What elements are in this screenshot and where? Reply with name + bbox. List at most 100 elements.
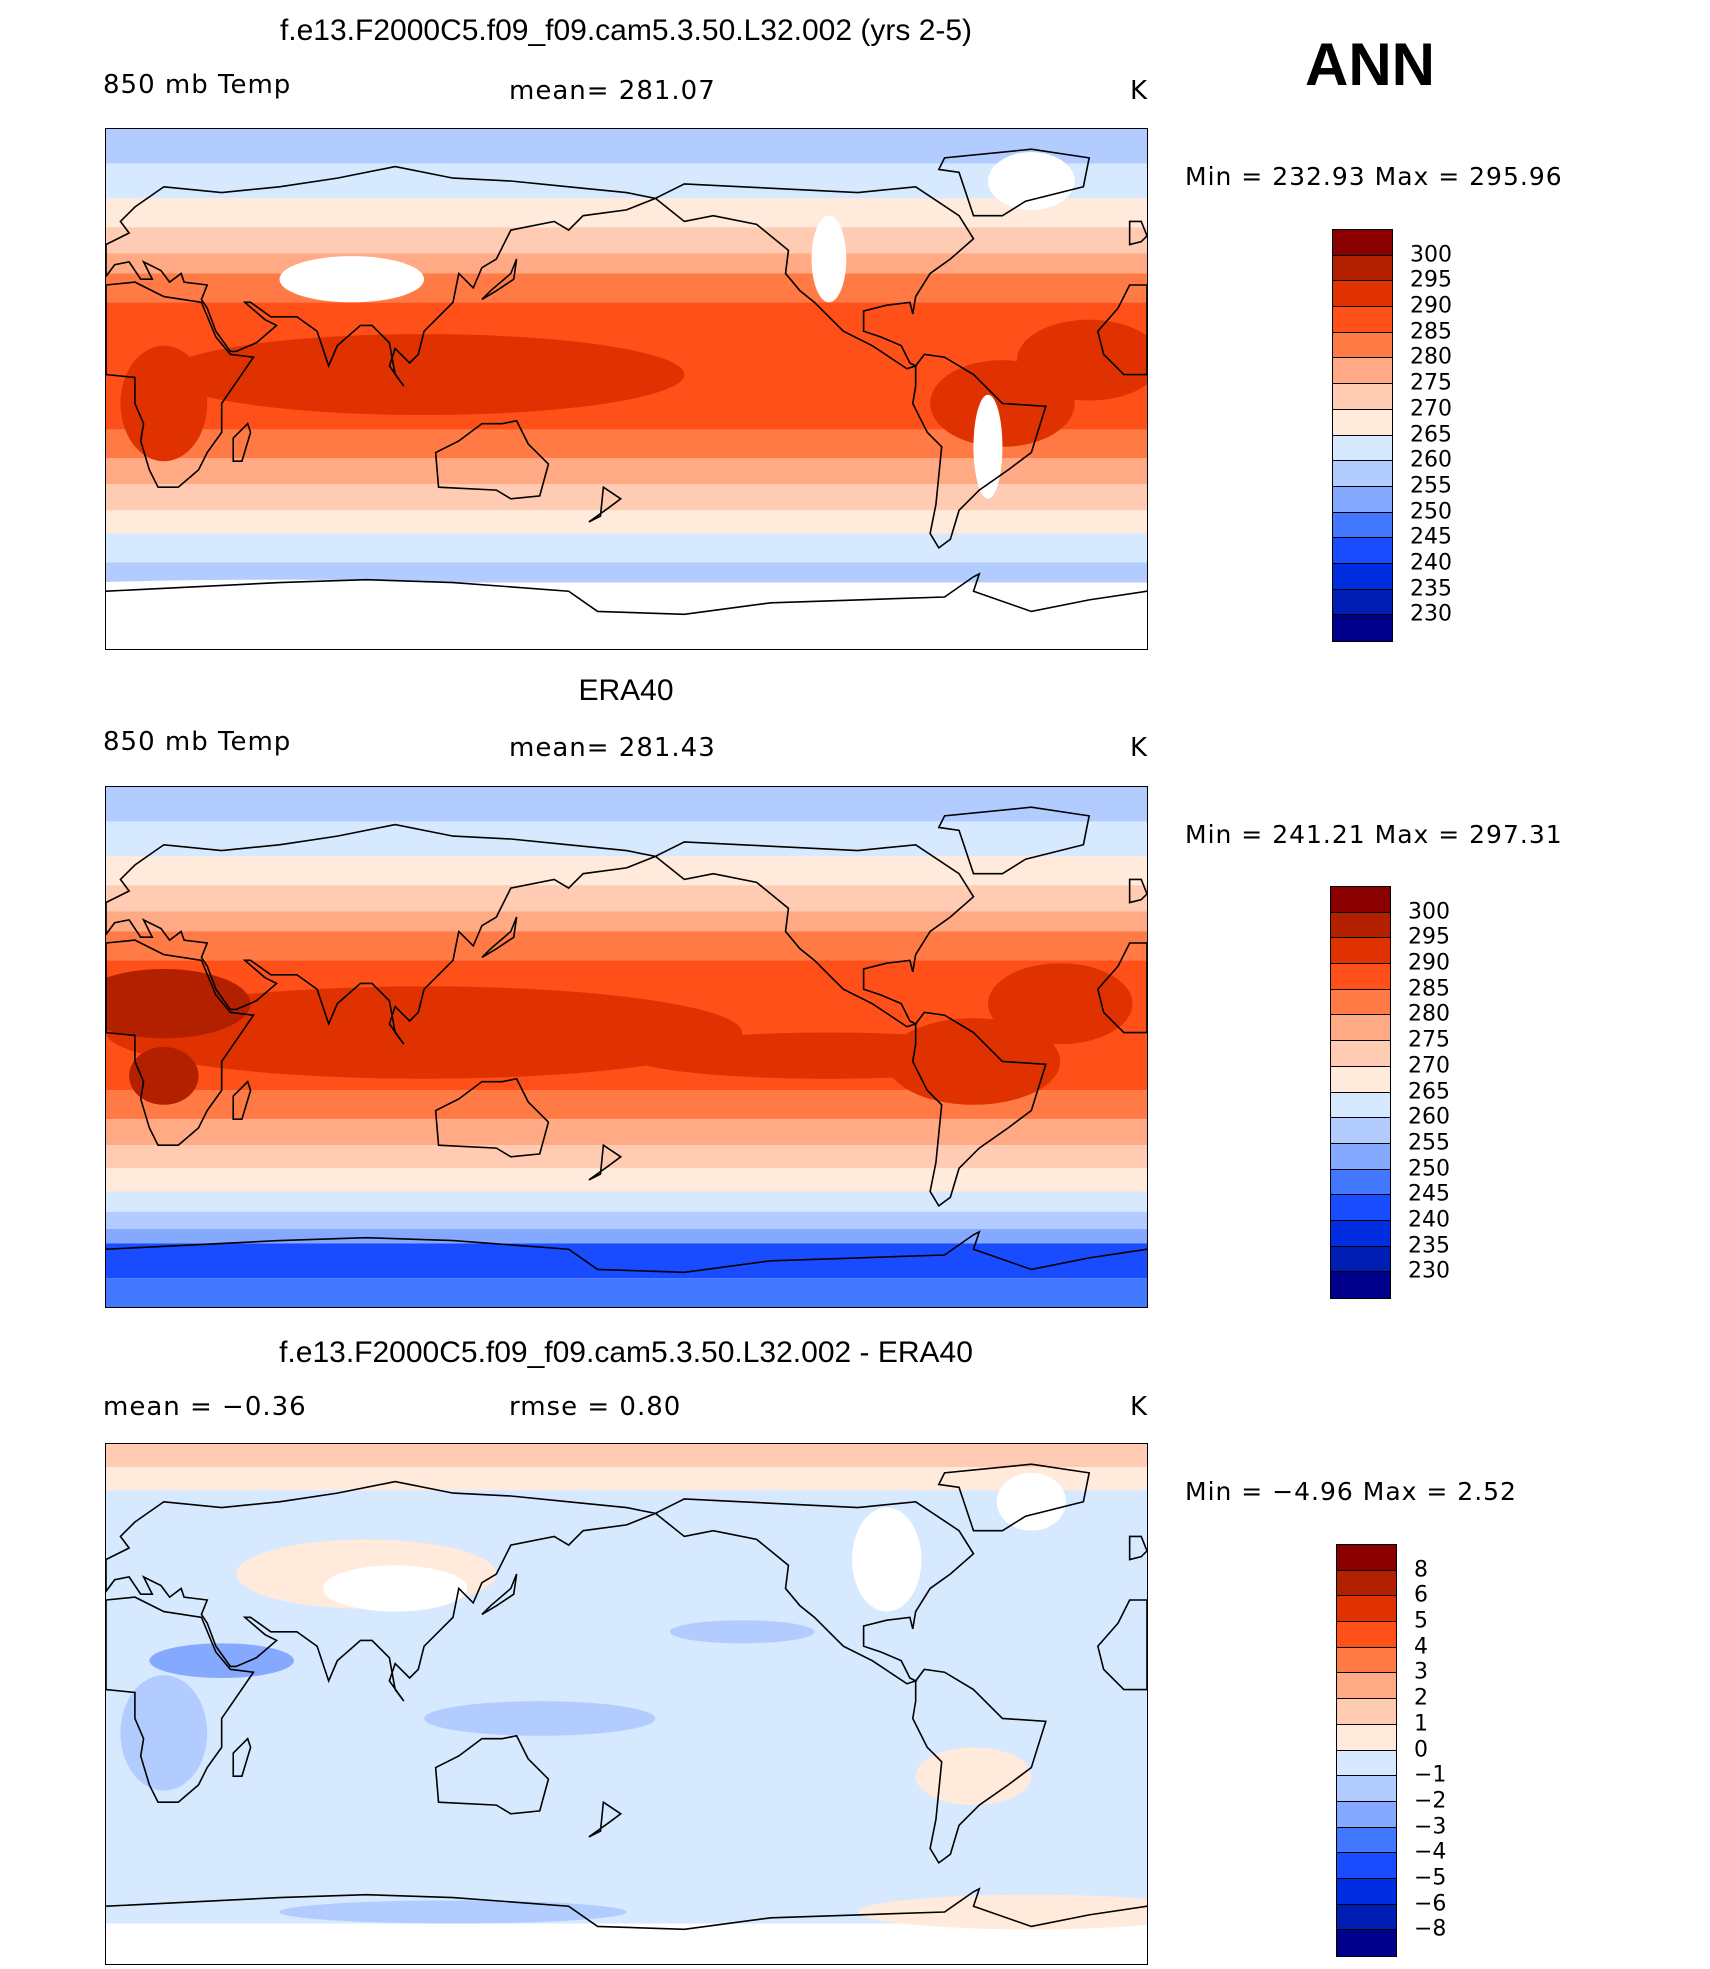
- colorbar-label: 295: [1408, 924, 1450, 950]
- colorbar-box: [1330, 1014, 1391, 1042]
- panel-3-units: K: [1130, 1392, 1149, 1422]
- colorbar-box: [1336, 1852, 1397, 1880]
- colorbar-label: 290: [1408, 950, 1450, 976]
- colorbar-label: 250: [1410, 499, 1452, 525]
- colorbar-label: 280: [1410, 344, 1452, 370]
- panel-1-title: f.e13.F2000C5.f09_f09.cam5.3.50.L32.002 …: [279, 14, 973, 47]
- colorbar-label: 300: [1410, 242, 1452, 268]
- colorbar-label: 5: [1414, 1608, 1428, 1634]
- contour-band: [106, 227, 1147, 254]
- contour-band: [106, 1467, 1147, 1491]
- panel-3-title: f.e13.F2000C5.f09_f09.cam5.3.50.L32.002 …: [279, 1336, 973, 1369]
- coastline: [106, 940, 253, 1145]
- contour-region: [149, 1643, 294, 1678]
- colorbar-label: 240: [1408, 1207, 1450, 1233]
- panel-1-minmax: Min = 232.93 Max = 295.96: [1185, 162, 1563, 191]
- colorbar-label: 235: [1410, 576, 1452, 602]
- colorbar-label: 265: [1410, 422, 1452, 447]
- panel-2-title: ERA40: [578, 674, 674, 707]
- contour-band: [106, 458, 1147, 485]
- contour-band: [106, 1444, 1147, 1468]
- colorbar-box: [1330, 1065, 1391, 1093]
- colorbar-label: −6: [1414, 1891, 1447, 1917]
- coastline: [106, 282, 253, 487]
- colorbar-box: [1330, 911, 1391, 939]
- contour-band: [106, 911, 1147, 932]
- panel-2-minmax: Min = 241.21 Max = 297.31: [1185, 820, 1563, 849]
- panel-3-mean: mean = −0.36: [103, 1392, 307, 1422]
- colorbar-box: [1332, 254, 1393, 282]
- colorbar-label: 3: [1414, 1659, 1428, 1685]
- colorbar-label: 300: [1408, 899, 1450, 925]
- colorbar-box: [1330, 886, 1391, 914]
- coastline: [589, 1802, 621, 1837]
- contour-band: [106, 931, 1147, 961]
- panel-3-colorbar: 8 6 5 4 3 2 1 0 −1 −2 −3 −4 −5 −6 −8: [1336, 1544, 1446, 1957]
- contour-band: [106, 273, 1147, 303]
- colorbar-box: [1332, 614, 1393, 642]
- coastline: [1098, 1600, 1147, 1690]
- colorbar-label: −8: [1414, 1916, 1447, 1942]
- panel-2-map: [105, 786, 1148, 1308]
- contour-band: [106, 1191, 1147, 1212]
- colorbar-box: [1336, 1749, 1397, 1777]
- colorbar-label: 6: [1414, 1582, 1428, 1608]
- season-label: ANN: [1305, 31, 1435, 98]
- contour-region: [811, 215, 847, 303]
- colorbar-box: [1332, 511, 1393, 539]
- map-plot: [106, 787, 1147, 1307]
- panel-2-variable: 850 mb Temp: [103, 727, 292, 757]
- coastline: [436, 1736, 549, 1814]
- colorbar-label: 285: [1410, 319, 1452, 345]
- coastline: [106, 825, 655, 1045]
- panel-3-map: [105, 1443, 1148, 1965]
- contour-band: [106, 484, 1147, 511]
- coastline: [436, 421, 549, 499]
- panel-1-map: [105, 128, 1148, 650]
- contour-region: [857, 1894, 1147, 1930]
- coastline: [1098, 285, 1147, 375]
- colorbar-box: [1336, 1621, 1397, 1649]
- panel-3-minmax: Min = −4.96 Max = 2.52: [1185, 1477, 1517, 1506]
- colorbar-label: 230: [1408, 1258, 1450, 1284]
- contour-region: [106, 986, 743, 1079]
- colorbar-box: [1330, 1219, 1391, 1248]
- contour-region: [322, 1565, 468, 1612]
- contour-region: [915, 1747, 1032, 1806]
- colorbar-box: [1336, 1877, 1397, 1906]
- coastline: [913, 1669, 1046, 1863]
- colorbar-box: [1332, 306, 1393, 334]
- panel-1-mean: mean= 281.07: [509, 76, 716, 106]
- colorbar-label: 275: [1408, 1027, 1450, 1053]
- panel-3-rmse: rmse = 0.80: [509, 1392, 682, 1422]
- coastline: [913, 1012, 1046, 1206]
- coastline: [482, 917, 517, 957]
- colorbar-label: −1: [1414, 1762, 1447, 1788]
- colorbar-box: [1330, 1117, 1391, 1145]
- contour-band: [106, 1145, 1147, 1169]
- colorbar-box: [1330, 1142, 1391, 1171]
- coastline: [589, 487, 621, 522]
- colorbar-label: 245: [1408, 1181, 1450, 1207]
- colorbar-box: [1336, 1698, 1397, 1726]
- colorbar-box: [1336, 1544, 1397, 1572]
- contour-band: [106, 856, 1147, 886]
- coastline: [1130, 879, 1147, 902]
- colorbar-box: [1336, 1672, 1397, 1700]
- colorbar-box: [1336, 1723, 1397, 1751]
- contour-band: [106, 1229, 1147, 1244]
- colorbar-box: [1332, 331, 1393, 359]
- coastline: [1130, 221, 1147, 244]
- panel-2-colorbar: 300 295 290 285 280 275 270 265 260 255 250 245 240 2…: [1330, 886, 1450, 1299]
- coastline: [913, 354, 1046, 548]
- contour-band: [106, 198, 1147, 228]
- colorbar-box: [1330, 1040, 1391, 1068]
- colorbar-label: 285: [1408, 976, 1450, 1002]
- colorbar-label: −3: [1414, 1814, 1447, 1840]
- contour-region: [669, 1620, 815, 1644]
- colorbar-box: [1336, 1569, 1397, 1597]
- contour-region: [129, 1047, 199, 1105]
- coastline: [482, 1574, 517, 1614]
- contour-region: [163, 334, 685, 415]
- colorbar-box: [1332, 562, 1393, 591]
